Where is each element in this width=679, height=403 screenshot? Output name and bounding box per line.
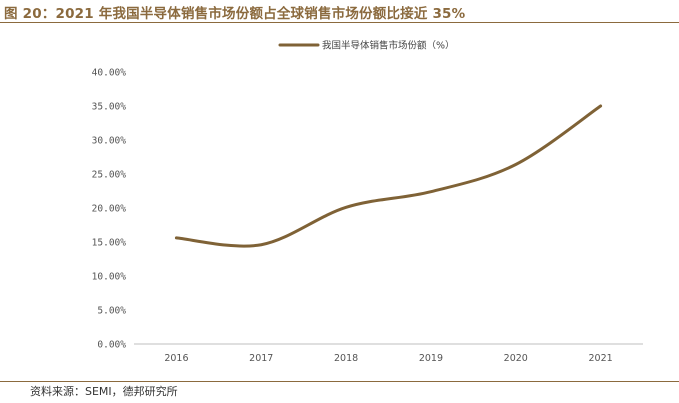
- y-tick-label: 25.00%: [92, 170, 127, 181]
- legend-label: 我国半导体销售市场份额（%）: [322, 40, 455, 52]
- x-tick-label: 2020: [504, 353, 528, 364]
- y-tick-label: 20.00%: [92, 204, 127, 215]
- footer-rule: [0, 381, 679, 382]
- title-underline: [0, 22, 679, 23]
- y-tick-label: 5.00%: [97, 306, 126, 317]
- y-tick-label: 35.00%: [92, 102, 127, 113]
- series-line: [174, 104, 603, 248]
- y-tick-label: 10.00%: [92, 272, 127, 283]
- x-tick-label: 2019: [419, 353, 443, 364]
- x-tick-label: 2017: [249, 353, 273, 364]
- y-tick-label: 0.00%: [97, 340, 126, 351]
- legend: 我国半导体销售市场份额（%）: [278, 40, 455, 52]
- source-note: 资料来源：SEMI，德邦研究所: [30, 385, 178, 398]
- y-tick-label: 15.00%: [92, 238, 127, 249]
- figure-title: 图 20：2021 年我国半导体销售市场份额占全球销售市场份额比接近 35%: [4, 6, 466, 22]
- x-axis-ticks: 2016 2017 2018 2019 2020 2021: [164, 353, 612, 364]
- x-tick-label: 2018: [334, 353, 358, 364]
- y-tick-label: 30.00%: [92, 136, 127, 147]
- x-tick-label: 2016: [164, 353, 188, 364]
- y-axis-ticks: 0.00% 5.00% 10.00% 15.00% 20.00% 25.00% 30.00%…: [92, 68, 127, 351]
- x-tick-label: 2021: [588, 353, 612, 364]
- y-tick-label: 40.00%: [92, 68, 127, 79]
